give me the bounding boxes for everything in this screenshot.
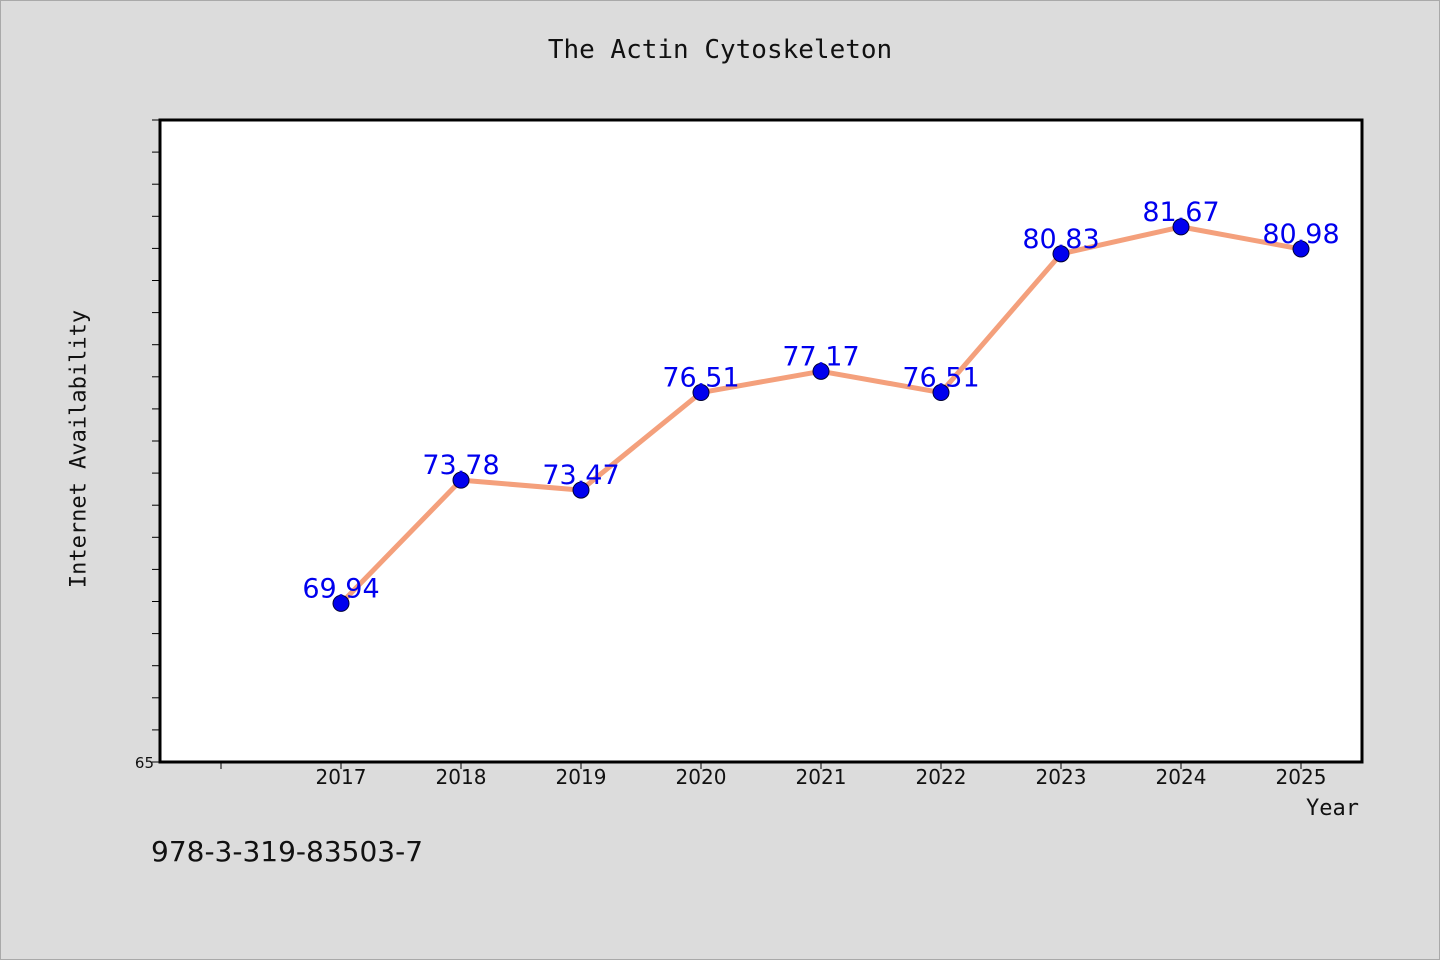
data-label: 80.83: [1022, 224, 1099, 255]
data-label: 73.78: [422, 450, 499, 481]
data-point: [1172, 218, 1190, 236]
y-tick-label: 65: [135, 754, 154, 772]
x-tick-label: 2018: [436, 765, 487, 789]
y-axis-ticks: 65: [135, 119, 160, 772]
x-tick-label: 2021: [796, 765, 847, 789]
plot-area: [158, 118, 1364, 764]
x-tick-label: 2024: [1156, 765, 1207, 789]
data-point: [812, 362, 830, 380]
chart-title: The Actin Cytoskeleton: [547, 35, 893, 65]
data-point: [1292, 240, 1310, 258]
data-label: 80.98: [1262, 219, 1339, 250]
data-label: 76.51: [662, 363, 739, 394]
x-tick-label: 2025: [1276, 765, 1327, 789]
x-tick-label: 2022: [916, 765, 967, 789]
x-axis-ticks: 2017 2018 2019 2020 2021 2022 2023 2024 2025: [220, 762, 1327, 789]
series-layer: 69.94 73.78 73.47 76.51 77.17 76.51 80.83 81.67…: [302, 197, 1340, 612]
data-label: 77.17: [782, 341, 859, 372]
data-point: [332, 594, 350, 612]
data-point: [932, 384, 950, 402]
data-label: 73.47: [542, 460, 619, 491]
data-point: [452, 471, 470, 489]
x-tick-label: 2020: [676, 765, 727, 789]
data-label: 69.94: [302, 573, 379, 604]
isbn-footnote: 978-3-319-83503-7: [151, 835, 424, 868]
data-label: 81.67: [1142, 197, 1219, 228]
x-tick-label: 2023: [1036, 765, 1087, 789]
data-label: 76.51: [902, 363, 979, 394]
x-tick-label: 2019: [556, 765, 607, 789]
x-axis-label: Year: [1306, 796, 1359, 821]
x-tick-label: 2017: [316, 765, 367, 789]
data-point: [692, 384, 710, 402]
data-point: [572, 481, 590, 499]
data-point: [1052, 245, 1070, 263]
